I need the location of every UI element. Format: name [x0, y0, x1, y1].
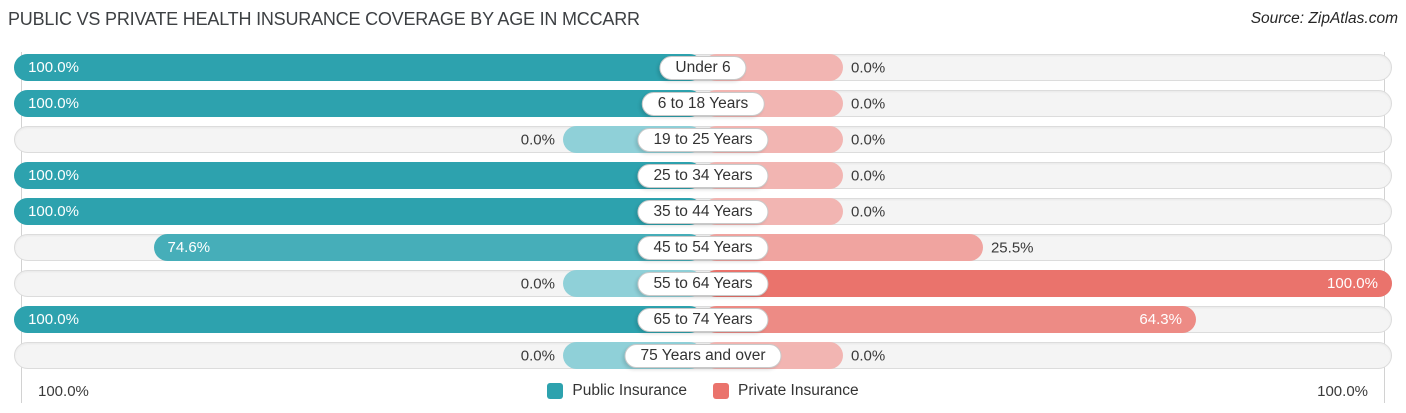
private-value-label: 0.0% [851, 167, 886, 184]
public-value-label: 74.6% [167, 239, 211, 256]
age-group-label: 75 Years and over [624, 343, 782, 368]
age-group-label: 25 to 34 Years [637, 163, 769, 188]
age-row: 0.0% 0.0% 19 to 25 Years [14, 126, 1392, 153]
left-axis-max-label: 100.0% [38, 382, 89, 400]
public-value-label: 100.0% [28, 311, 79, 328]
public-value-label: 100.0% [28, 203, 79, 220]
public-insurance-bar: 100.0% [14, 54, 703, 81]
bar-chart-area: 100.0% 0.0% Under 6 100.0% 0.0% 6 to 18 … [14, 54, 1392, 369]
chart-title: PUBLIC VS PRIVATE HEALTH INSURANCE COVER… [8, 9, 640, 29]
age-group-label: 55 to 64 Years [637, 271, 769, 296]
age-row: 74.6% 25.5% 45 to 54 Years [14, 234, 1392, 261]
private-value-label: 64.3% [1139, 311, 1182, 328]
public-insurance-bar: 100.0% [14, 306, 703, 333]
private-value-label: 0.0% [851, 59, 886, 76]
age-group-label: 45 to 54 Years [637, 235, 769, 260]
private-value-label: 0.0% [851, 131, 886, 148]
age-row: 100.0% 0.0% Under 6 [14, 54, 1392, 81]
public-insurance-bar: 100.0% [14, 198, 703, 225]
private-insurance-swatch [712, 383, 729, 399]
public-value-label: 0.0% [520, 131, 555, 148]
public-value-label: 100.0% [28, 59, 79, 76]
age-group-label: Under 6 [659, 55, 747, 80]
age-group-label: 65 to 74 Years [637, 307, 769, 332]
public-insurance-swatch [547, 383, 564, 399]
age-row: 100.0% 64.3% 65 to 74 Years [14, 306, 1392, 333]
age-group-label: 19 to 25 Years [637, 127, 769, 152]
left-axis-gridline [21, 52, 22, 403]
private-value-label: 0.0% [851, 347, 886, 364]
source-attribution: Source: ZipAtlas.com [1250, 10, 1398, 27]
private-value-label: 0.0% [851, 203, 886, 220]
age-row: 0.0% 0.0% 75 Years and over [14, 342, 1392, 369]
private-insurance-bar: 100.0% [703, 270, 1392, 297]
age-row: 100.0% 0.0% 55 to 64 Years [14, 270, 1392, 297]
age-row: 100.0% 0.0% 6 to 18 Years [14, 90, 1392, 117]
right-axis-gridline [1384, 52, 1385, 403]
public-value-label: 0.0% [520, 347, 555, 364]
legend-item-private: Private Insurance [712, 382, 859, 400]
legend-label-public: Public Insurance [572, 382, 687, 399]
public-insurance-bar: 100.0% [14, 162, 703, 189]
private-value-label: 0.0% [851, 95, 886, 112]
public-insurance-bar: 74.6% [153, 234, 703, 261]
age-group-label: 35 to 44 Years [637, 199, 769, 224]
legend: Public Insurance Private Insurance [14, 382, 1392, 400]
public-value-label: 100.0% [28, 95, 79, 112]
legend-label-private: Private Insurance [737, 382, 859, 399]
right-axis-max-label: 100.0% [1317, 382, 1368, 400]
chart-footer: 100.0% Public Insurance Private Insuranc… [14, 379, 1392, 403]
private-value-label: 25.5% [990, 239, 1034, 256]
legend-item-public: Public Insurance [547, 382, 687, 400]
private-value-label: 100.0% [1327, 275, 1378, 292]
public-value-label: 100.0% [28, 167, 79, 184]
age-row: 100.0% 0.0% 35 to 44 Years [14, 198, 1392, 225]
public-value-label: 0.0% [520, 275, 555, 292]
age-row: 100.0% 0.0% 25 to 34 Years [14, 162, 1392, 189]
public-insurance-bar: 100.0% [14, 90, 703, 117]
private-insurance-bar: 64.3% [703, 306, 1196, 333]
age-group-label: 6 to 18 Years [641, 91, 765, 116]
